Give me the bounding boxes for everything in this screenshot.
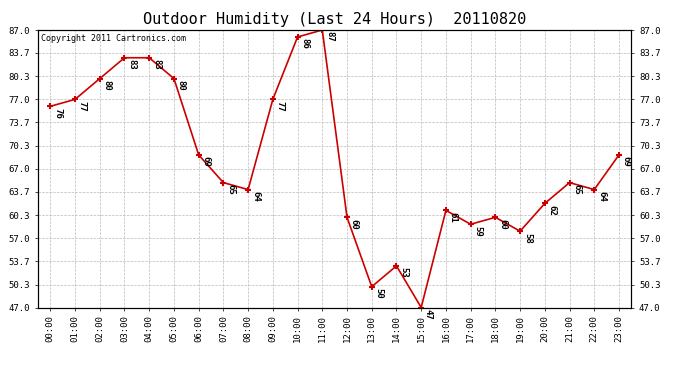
Text: 77: 77 <box>78 101 87 111</box>
Text: 83: 83 <box>127 59 136 70</box>
Text: 59: 59 <box>473 226 482 236</box>
Text: 62: 62 <box>548 205 557 216</box>
Text: 58: 58 <box>523 232 532 243</box>
Text: Copyright 2011 Cartronics.com: Copyright 2011 Cartronics.com <box>41 34 186 43</box>
Text: 80: 80 <box>177 80 186 91</box>
Text: 60: 60 <box>498 219 507 230</box>
Text: 60: 60 <box>350 219 359 230</box>
Text: 65: 65 <box>572 184 581 195</box>
Title: Outdoor Humidity (Last 24 Hours)  20110820: Outdoor Humidity (Last 24 Hours) 2011082… <box>143 12 526 27</box>
Text: 64: 64 <box>597 191 606 202</box>
Text: 69: 69 <box>622 156 631 167</box>
Text: 83: 83 <box>152 59 161 70</box>
Text: 76: 76 <box>53 108 62 118</box>
Text: 64: 64 <box>251 191 260 202</box>
Text: 50: 50 <box>375 288 384 299</box>
Text: 86: 86 <box>300 38 309 49</box>
Text: 61: 61 <box>448 212 457 222</box>
Text: 47: 47 <box>424 309 433 320</box>
Text: 77: 77 <box>275 101 284 111</box>
Text: 69: 69 <box>201 156 210 167</box>
Text: 80: 80 <box>103 80 112 91</box>
Text: 87: 87 <box>325 32 334 42</box>
Text: 53: 53 <box>400 267 408 278</box>
Text: 65: 65 <box>226 184 235 195</box>
